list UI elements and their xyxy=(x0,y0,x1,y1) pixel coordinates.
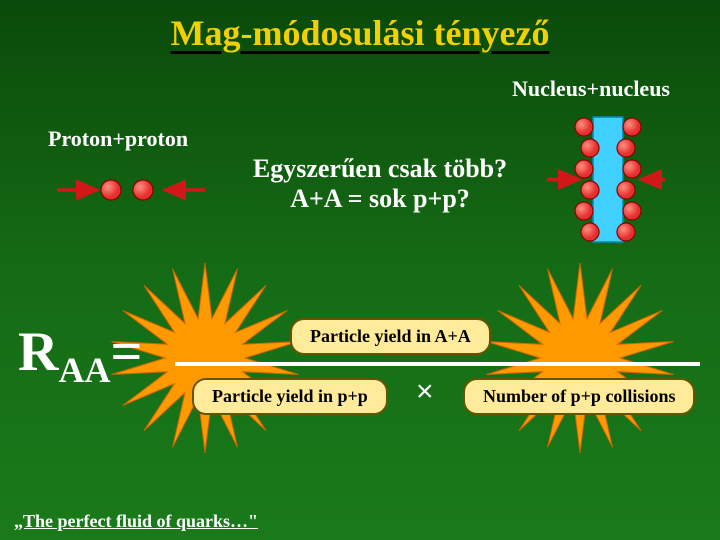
proton-proton-diagram xyxy=(55,175,205,205)
raa-r: R xyxy=(18,321,58,383)
label-nucleus: Nucleus+nucleus xyxy=(512,76,670,102)
multiply-sign: × xyxy=(416,375,434,409)
question-line1: Egyszerűen csak több? xyxy=(220,154,540,184)
raa-symbol: RAA= xyxy=(18,320,142,391)
footer-quote: „The perfect fluid of quarks…" xyxy=(14,511,258,532)
raa-sub: AA xyxy=(58,350,110,390)
label-proton: Proton+proton xyxy=(48,126,188,152)
question-line2: A+A = sok p+p? xyxy=(220,184,540,214)
raa-eq: = xyxy=(110,321,142,383)
fraction-line xyxy=(175,362,700,366)
nucleus-nucleus-diagram xyxy=(545,112,665,247)
page-title: Mag-módosulási tényező xyxy=(0,0,720,54)
pill-denom-left: Particle yield in p+p xyxy=(192,378,388,415)
pill-numerator: Particle yield in A+A xyxy=(290,318,491,355)
question-block: Egyszerűen csak több? A+A = sok p+p? xyxy=(220,154,540,214)
starburst-right xyxy=(480,258,680,458)
pill-denom-right: Number of p+p collisions xyxy=(463,378,695,415)
formula: RAA= Particle yield in A+A Particle yiel… xyxy=(0,280,720,475)
